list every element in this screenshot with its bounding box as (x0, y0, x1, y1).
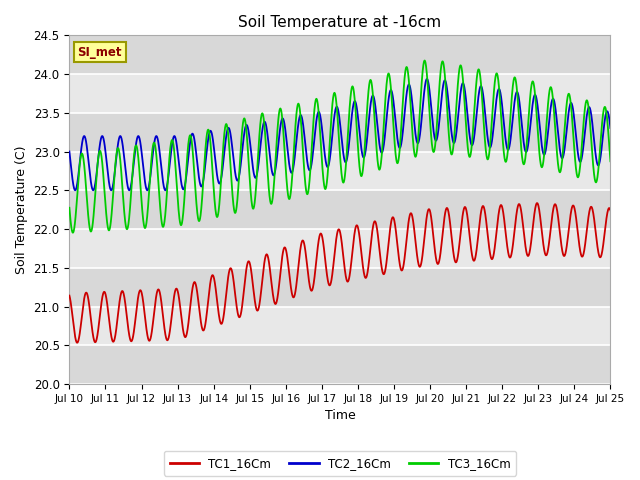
Y-axis label: Soil Temperature (C): Soil Temperature (C) (15, 145, 28, 274)
Title: Soil Temperature at -16cm: Soil Temperature at -16cm (238, 15, 442, 30)
Bar (69, 190, 611, 229)
Text: SI_met: SI_met (77, 46, 122, 59)
Bar (69, 345, 611, 384)
Bar (69, 268, 611, 307)
Bar (69, 74, 611, 113)
Bar (69, 113, 611, 152)
Bar (69, 229, 611, 268)
Bar (69, 152, 611, 190)
Legend: TC1_16Cm, TC2_16Cm, TC3_16Cm: TC1_16Cm, TC2_16Cm, TC3_16Cm (164, 451, 516, 476)
Bar (69, 36, 611, 74)
Bar (69, 307, 611, 345)
X-axis label: Time: Time (324, 409, 355, 422)
